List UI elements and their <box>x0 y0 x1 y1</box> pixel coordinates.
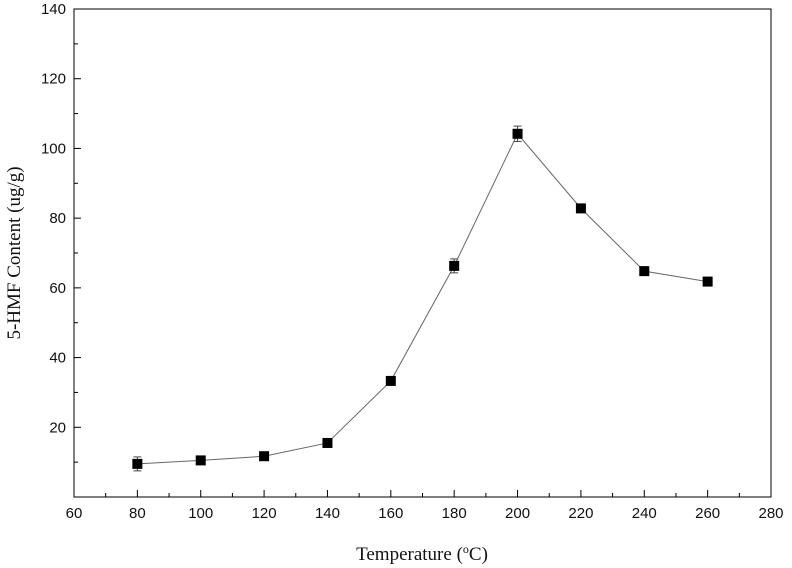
x-tick-label: 140 <box>315 505 340 522</box>
x-tick-label: 220 <box>568 505 593 522</box>
x-axis-title: Temperature (oC) <box>356 542 488 565</box>
data-point <box>195 455 206 466</box>
y-tick-label: 40 <box>49 350 66 367</box>
y-tick-label: 120 <box>41 71 66 88</box>
data-point <box>385 375 396 386</box>
data-point <box>449 260 460 271</box>
plot-frame <box>73 8 772 498</box>
x-tick-label: 80 <box>129 505 146 522</box>
y-tick-label: 100 <box>41 140 66 157</box>
data-point <box>702 276 713 287</box>
data-point <box>575 203 586 214</box>
x-axis-title-main: Temperature ( <box>356 544 463 565</box>
data-series <box>132 125 713 472</box>
series-line <box>137 132 708 465</box>
x-tick-label: 160 <box>378 505 403 522</box>
data-point <box>512 128 523 139</box>
x-axis-title-unit: C) <box>469 544 488 565</box>
data-point <box>132 458 143 469</box>
x-tick-label: 200 <box>505 505 530 522</box>
x-tick-label: 100 <box>188 505 213 522</box>
x-tick-label: 280 <box>758 505 783 522</box>
y-axis-tick-labels: 20 40 60 80 100 120 140 <box>41 1 66 436</box>
y-axis-title: 5-HMF Content (ug/g) <box>4 166 25 339</box>
y-tick-label: 80 <box>49 210 66 227</box>
y-tick-label: 20 <box>49 419 66 436</box>
x-tick-label: 180 <box>442 505 467 522</box>
x-axis-tick-labels: 60 80 100 120 140 160 180 200 220 240 260 280 <box>66 505 784 522</box>
x-axis-ticks <box>73 490 772 497</box>
y-axis-ticks <box>74 8 81 463</box>
data-point <box>259 451 270 462</box>
y-tick-label: 140 <box>41 1 66 18</box>
x-tick-label: 240 <box>632 505 657 522</box>
data-point <box>639 266 650 277</box>
x-tick-label: 260 <box>695 505 720 522</box>
x-axis-title-degree: o <box>463 542 469 556</box>
x-tick-label: 120 <box>252 505 277 522</box>
y-tick-label: 60 <box>49 280 66 297</box>
data-point <box>322 437 333 448</box>
x-tick-label: 60 <box>66 505 83 522</box>
